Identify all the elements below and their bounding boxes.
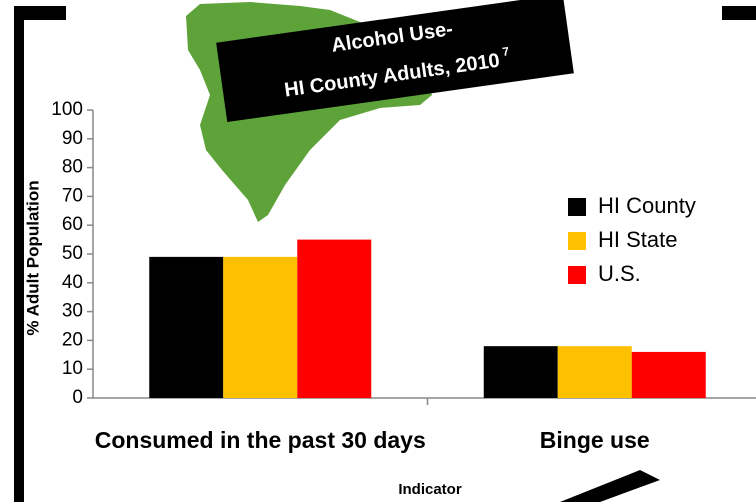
legend-label: HI County [598, 193, 696, 218]
frame-corner [14, 6, 66, 20]
x-axis-label: Indicator [398, 481, 462, 498]
y-tick-label: 0 [72, 387, 83, 408]
legend-swatch [568, 266, 586, 284]
y-tick-label: 70 [62, 185, 83, 206]
bar [149, 256, 224, 398]
y-tick-label: 10 [62, 358, 83, 379]
legend-label: U.S. [598, 261, 641, 286]
bar [483, 346, 558, 398]
y-tick-label: 20 [62, 329, 83, 350]
bar [297, 239, 372, 398]
bar [631, 351, 706, 398]
y-tick-label: 100 [51, 99, 83, 120]
frame-bottom [560, 470, 660, 502]
y-tick-label: 40 [62, 272, 83, 293]
x-tick-label: Consumed in the past 30 days [94, 427, 426, 453]
title-box [216, 0, 574, 122]
y-tick-label: 80 [62, 157, 83, 178]
legend-label: HI State [598, 227, 677, 252]
bar [557, 346, 632, 398]
footnote: 7 [501, 44, 510, 59]
x-tick-label: Binge use [539, 427, 650, 453]
frame-left [14, 6, 24, 502]
y-tick-label: 30 [62, 301, 83, 322]
legend-swatch [568, 232, 586, 250]
y-axis-label: % Adult Population [23, 180, 42, 335]
y-tick-label: 50 [62, 243, 83, 264]
y-tick-label: 60 [62, 214, 83, 235]
frame-corner [722, 6, 756, 20]
bar [223, 256, 298, 398]
legend-swatch [568, 198, 586, 216]
y-tick-label: 90 [62, 128, 83, 149]
